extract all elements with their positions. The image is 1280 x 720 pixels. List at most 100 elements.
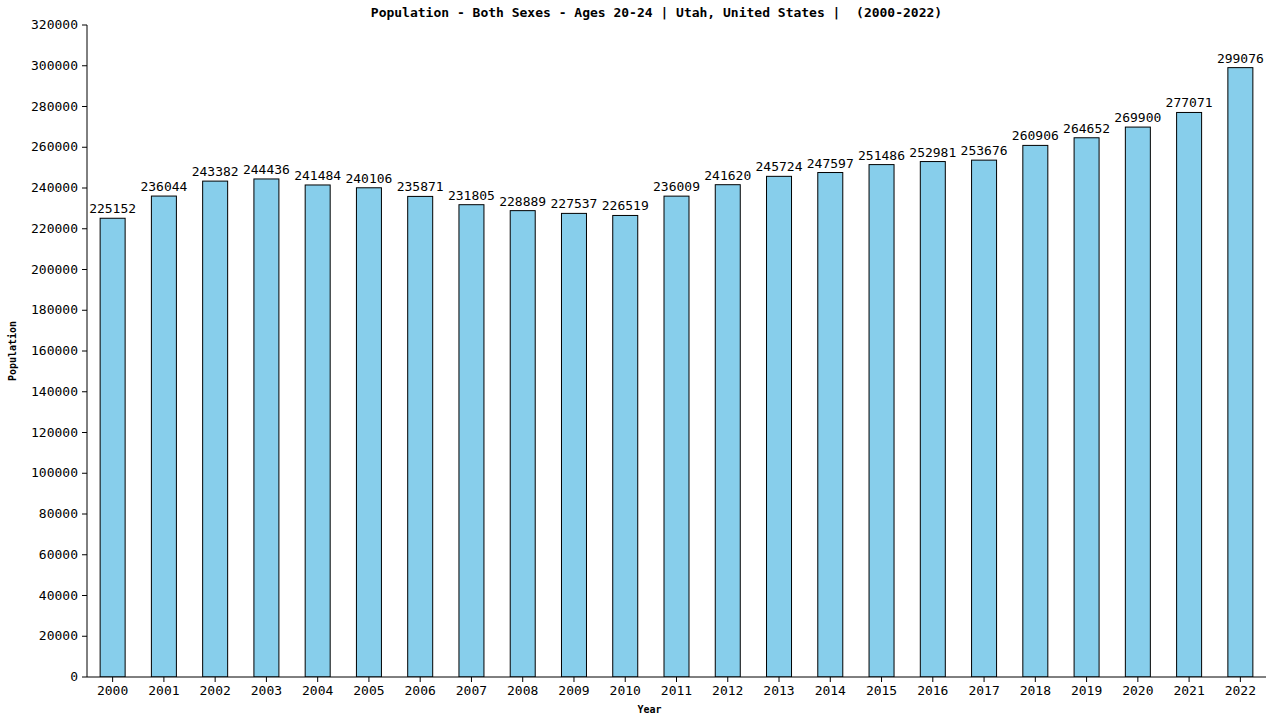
bar xyxy=(818,173,843,677)
x-tick-label: 2017 xyxy=(968,683,999,698)
x-tick-label: 2002 xyxy=(199,683,230,698)
y-tick-label: 40000 xyxy=(39,588,78,603)
data-label: 277071 xyxy=(1166,95,1213,110)
data-label: 231805 xyxy=(448,188,495,203)
x-tick-label: 2005 xyxy=(353,683,384,698)
bar xyxy=(305,185,330,677)
x-tick-label: 2000 xyxy=(97,683,128,698)
y-tick-label: 60000 xyxy=(39,547,78,562)
bar xyxy=(408,196,433,677)
y-tick-label: 180000 xyxy=(31,302,78,317)
y-tick xyxy=(82,391,87,392)
y-tick-label: 280000 xyxy=(31,99,78,114)
x-tick xyxy=(573,677,574,682)
x-tick xyxy=(266,677,267,682)
x-tick xyxy=(984,677,985,682)
x-tick xyxy=(1137,677,1138,682)
x-tick xyxy=(215,677,216,682)
data-label: 236044 xyxy=(140,179,187,194)
data-label: 299076 xyxy=(1217,51,1264,66)
chart-container: Population - Both Sexes - Ages 20-24 | U… xyxy=(0,0,1280,720)
data-label: 240106 xyxy=(345,171,392,186)
bars xyxy=(100,68,1253,677)
bar xyxy=(254,179,279,677)
y-tick-label: 0 xyxy=(70,669,78,684)
data-label: 269900 xyxy=(1114,110,1161,125)
x-tick-label: 2007 xyxy=(456,683,487,698)
bar xyxy=(869,165,894,677)
y-tick-label: 160000 xyxy=(31,343,78,358)
data-label: 236009 xyxy=(653,179,700,194)
x-tick-label: 2004 xyxy=(302,683,333,698)
chart: Population - Both Sexes - Ages 20-24 | U… xyxy=(0,0,1280,720)
x-tick-label: 2008 xyxy=(507,683,538,698)
x-tick-label: 2020 xyxy=(1122,683,1153,698)
y-tick-label: 320000 xyxy=(31,17,78,32)
x-tick-label: 2019 xyxy=(1071,683,1102,698)
x-tick-label: 2006 xyxy=(405,683,436,698)
title: Population - Both Sexes - Ages 20-24 | U… xyxy=(371,5,942,20)
y-tick xyxy=(82,554,87,555)
x-tick xyxy=(112,677,113,682)
y-tick xyxy=(82,228,87,229)
data-label: 251486 xyxy=(858,148,905,163)
bar xyxy=(356,188,381,677)
bar xyxy=(1074,138,1099,677)
x-tick-label: 2010 xyxy=(610,683,641,698)
x-tick-label: 2021 xyxy=(1173,683,1204,698)
y-tick-label: 140000 xyxy=(31,384,78,399)
y-tick xyxy=(82,269,87,270)
y-tick xyxy=(82,595,87,596)
x-tick-label: 2014 xyxy=(815,683,846,698)
y-tick xyxy=(82,310,87,311)
data-label: 260906 xyxy=(1012,128,1059,143)
x-tick xyxy=(727,677,728,682)
y-tick xyxy=(82,106,87,107)
y-axis-label: Population xyxy=(7,321,18,381)
y-tick xyxy=(82,514,87,515)
data-label: 252981 xyxy=(909,145,956,160)
bar xyxy=(459,205,484,677)
x-tick xyxy=(471,677,472,682)
bar xyxy=(920,162,945,677)
x-tick xyxy=(1189,677,1190,682)
x-tick xyxy=(676,677,677,682)
bar xyxy=(767,176,792,677)
y-tick xyxy=(82,351,87,352)
y-tick xyxy=(82,473,87,474)
x-tick-label: 2011 xyxy=(661,683,692,698)
y-tick-label: 300000 xyxy=(31,58,78,73)
bar xyxy=(100,218,125,677)
x-tick xyxy=(881,677,882,682)
y-tick-label: 20000 xyxy=(39,628,78,643)
y-tick-label: 120000 xyxy=(31,425,78,440)
bar xyxy=(613,215,638,677)
x-tick-label: 2016 xyxy=(917,683,948,698)
data-label: 228889 xyxy=(499,194,546,209)
y-tick-label: 80000 xyxy=(39,506,78,521)
x-tick xyxy=(1035,677,1036,682)
y-tick xyxy=(82,432,87,433)
bar xyxy=(561,213,586,677)
data-label: 235871 xyxy=(397,179,444,194)
x-tick xyxy=(368,677,369,682)
data-label: 227537 xyxy=(550,196,597,211)
bar xyxy=(1023,145,1048,677)
y-tick-label: 260000 xyxy=(31,139,78,154)
data-label: 225152 xyxy=(89,201,136,216)
bar xyxy=(715,185,740,677)
data-label: 245724 xyxy=(756,159,803,174)
bar xyxy=(664,196,689,677)
x-tick xyxy=(522,677,523,682)
y-tick xyxy=(82,65,87,66)
data-label: 241484 xyxy=(294,168,341,183)
bar xyxy=(151,196,176,677)
x-tick-label: 2012 xyxy=(712,683,743,698)
y-tick-label: 100000 xyxy=(31,465,78,480)
x-tick-label: 2018 xyxy=(1020,683,1051,698)
y-tick-label: 220000 xyxy=(31,221,78,236)
y-tick-label: 200000 xyxy=(31,262,78,277)
data-label: 264652 xyxy=(1063,121,1110,136)
x-tick xyxy=(163,677,164,682)
bar xyxy=(510,211,535,677)
